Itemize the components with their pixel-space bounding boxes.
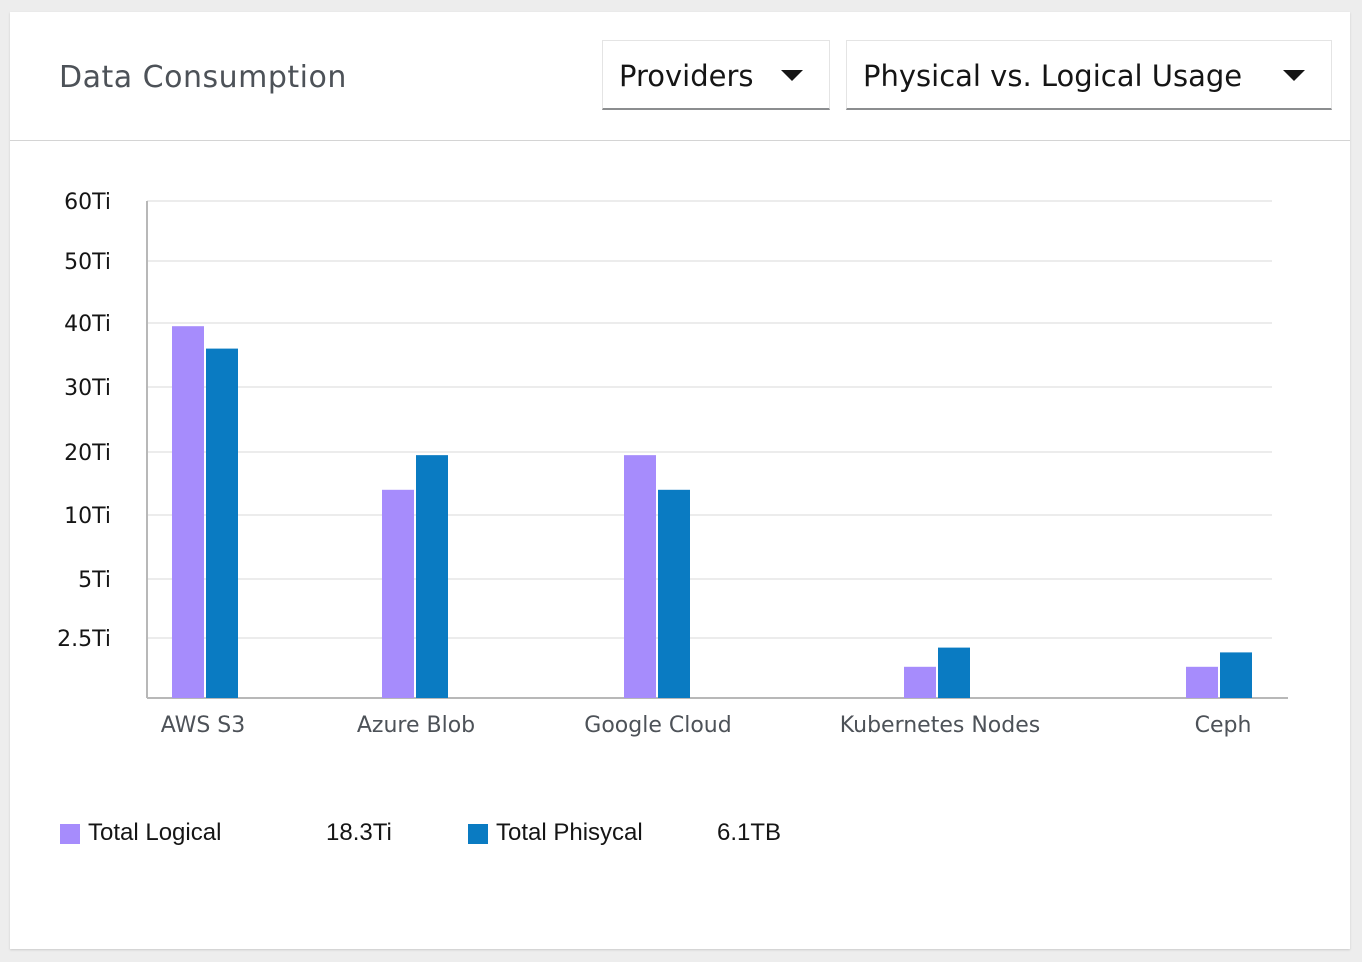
card-header: Data Consumption Providers Physical vs. … [10, 12, 1350, 141]
bar-logical [624, 455, 656, 698]
legend-swatch-physical [468, 824, 488, 844]
legend-swatch-logical [60, 824, 80, 844]
providers-dropdown[interactable]: Providers [602, 40, 830, 110]
usage-type-dropdown-label: Physical vs. Logical Usage [863, 59, 1243, 93]
y-tick-label: 30Ti [64, 376, 111, 401]
legend-value-logical: 18.3Ti [326, 819, 392, 846]
y-tick-label: 2.5Ti [57, 627, 111, 652]
x-category-label: Kubernetes Nodes [840, 713, 1040, 738]
bar-physical [416, 455, 448, 698]
chart-legend: Total Logical 18.3Ti Total Phisycal 6.1T… [10, 816, 1350, 852]
y-tick-label: 10Ti [64, 504, 111, 529]
bar-chart: 2.5Ti 5Ti 10Ti 20Ti 30Ti 40Ti 50Ti 60Ti AWS S3 Az… [57, 190, 1288, 738]
x-category-label: Azure Blob [357, 713, 475, 738]
legend-value-physical: 6.1TB [717, 819, 782, 846]
bar-logical [382, 489, 414, 698]
bar-physical [938, 647, 970, 698]
x-category-label: AWS S3 [161, 713, 246, 738]
caret-down-icon [781, 70, 803, 81]
legend-label-logical: Total Logical [88, 819, 222, 846]
y-tick-label: 5Ti [78, 568, 111, 593]
x-category-label: Google Cloud [584, 713, 731, 738]
data-consumption-card: Data Consumption Providers Physical vs. … [10, 12, 1350, 949]
bar-physical [658, 489, 690, 698]
legend-label-physical: Total Phisycal [496, 819, 643, 846]
bar-physical [206, 348, 238, 698]
card-title: Data Consumption [59, 60, 347, 95]
y-tick-label: 50Ti [64, 250, 111, 275]
bar-physical [1220, 652, 1252, 698]
bar-logical [1186, 666, 1218, 698]
x-category-label: Ceph [1195, 713, 1252, 738]
caret-down-icon [1283, 70, 1305, 81]
usage-type-dropdown[interactable]: Physical vs. Logical Usage [846, 40, 1332, 110]
bar-logical [172, 326, 204, 698]
y-tick-label: 40Ti [64, 312, 111, 337]
bar-logical [904, 666, 936, 698]
y-tick-label: 60Ti [64, 190, 111, 215]
y-tick-label: 20Ti [64, 441, 111, 466]
providers-dropdown-label: Providers [619, 59, 754, 93]
